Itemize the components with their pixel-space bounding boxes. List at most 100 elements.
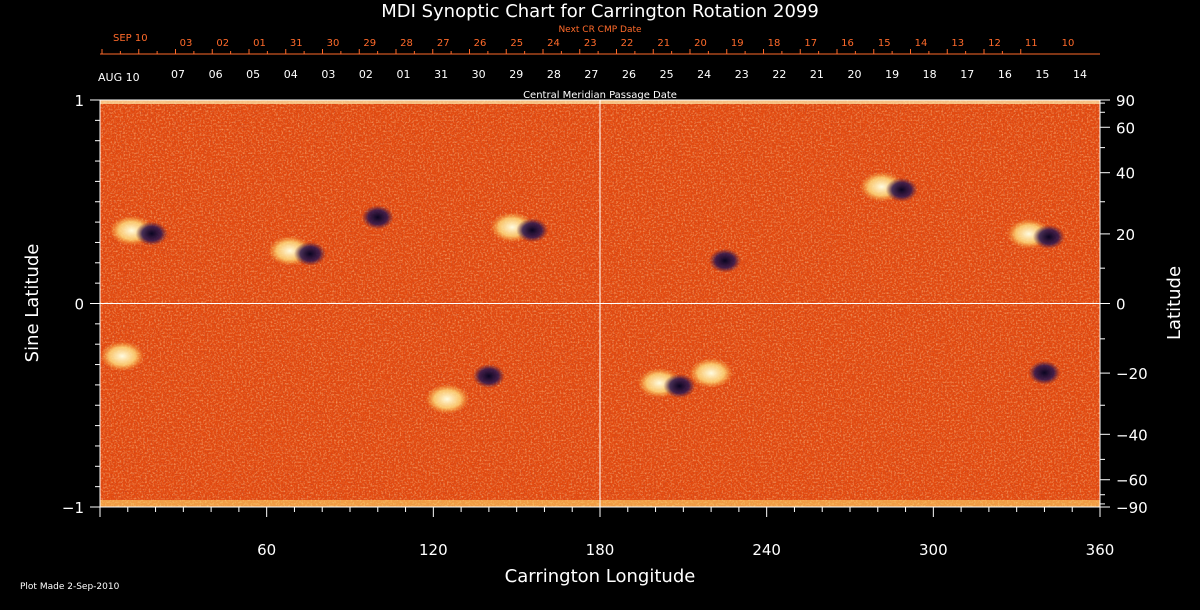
cmp-date-label: 19 bbox=[885, 68, 899, 81]
y-right-tick-label: −60 bbox=[1116, 472, 1148, 490]
x-tick-label: 360 bbox=[1086, 541, 1115, 559]
next-cr-date-label: 13 bbox=[951, 38, 964, 49]
negative-flux-patch bbox=[294, 241, 326, 266]
x-tick-label: 60 bbox=[257, 541, 276, 559]
plot-made-label: Plot Made 2-Sep-2010 bbox=[20, 582, 120, 592]
cmp-date-label: 02 bbox=[359, 68, 373, 81]
next-cr-date-label: 23 bbox=[584, 38, 597, 49]
y-left-tick-label: 1 bbox=[74, 92, 84, 110]
cmp-date-label: 27 bbox=[584, 68, 598, 81]
cmp-date-label: 04 bbox=[284, 68, 298, 81]
positive-flux-patch bbox=[100, 341, 145, 372]
y-right-tick-label: −20 bbox=[1116, 365, 1148, 383]
cmp-date-label: 03 bbox=[321, 68, 335, 81]
y-axis-right-title: Latitude bbox=[1164, 266, 1185, 340]
next-cr-date-label: 11 bbox=[1025, 38, 1038, 49]
active-region bbox=[268, 235, 326, 266]
cmp-date-label: 05 bbox=[246, 68, 260, 81]
cmp-date-label: 07 bbox=[171, 68, 185, 81]
positive-flux-patch bbox=[689, 358, 734, 389]
next-cr-date-label: 15 bbox=[878, 38, 891, 49]
next-cr-date-label: 21 bbox=[657, 38, 670, 49]
next-cr-date-label: 20 bbox=[694, 38, 707, 49]
next-cr-start-label: SEP 10 bbox=[113, 33, 148, 44]
cmp-date-label: 24 bbox=[697, 68, 711, 81]
y-axis-left: 1 0 −1 bbox=[62, 92, 100, 517]
negative-flux-patch bbox=[1028, 360, 1061, 385]
cmp-date-label: 29 bbox=[509, 68, 523, 81]
next-cr-date-label: 18 bbox=[768, 38, 781, 49]
cmp-date-label: 28 bbox=[547, 68, 561, 81]
next-cr-date-label: 28 bbox=[400, 38, 413, 49]
active-region bbox=[859, 171, 918, 202]
next-cr-date-label: 10 bbox=[1062, 38, 1075, 49]
active-region bbox=[1006, 218, 1065, 249]
cmp-start-label: AUG 10 bbox=[98, 71, 140, 84]
x-tick-label: 120 bbox=[419, 541, 448, 559]
x-tick-label: 300 bbox=[919, 541, 948, 559]
cmp-date-axis: 07 06 05 04 03 02 01 31 30 29 28 27 26 25 24 23 22 21 20 19… bbox=[171, 68, 1087, 81]
negative-flux-patch bbox=[472, 364, 505, 389]
y-right-tick-label: 60 bbox=[1116, 119, 1135, 137]
active-regions bbox=[100, 171, 1065, 415]
x-axis: 60 120 180 240 300 360 bbox=[99, 507, 1115, 559]
next-cr-date-label: 25 bbox=[510, 38, 523, 49]
next-cr-date-label: 29 bbox=[363, 38, 376, 49]
next-cr-date-label: 12 bbox=[988, 38, 1001, 49]
cmp-date-label: 15 bbox=[1035, 68, 1049, 81]
next-cr-date-label: 31 bbox=[290, 38, 303, 49]
negative-flux-patch bbox=[361, 205, 394, 230]
cmp-date-label: 18 bbox=[923, 68, 937, 81]
next-cr-date-label: 27 bbox=[437, 38, 450, 49]
cmp-date-label: 14 bbox=[1073, 68, 1087, 81]
positive-flux-patch bbox=[425, 384, 470, 415]
next-cr-caption: Next CR CMP Date bbox=[558, 25, 642, 35]
y-axis-left-title: Sine Latitude bbox=[22, 244, 43, 363]
y-right-tick-label: 90 bbox=[1116, 92, 1135, 110]
negative-flux-patch bbox=[1032, 224, 1065, 249]
next-cr-date-label: 17 bbox=[804, 38, 817, 49]
cmp-date-label: 20 bbox=[848, 68, 862, 81]
active-region bbox=[361, 205, 394, 230]
next-cr-date-axis: 03 02 01 31 30 29 28 27 26 25 24 23 22 21 20 19 18 17 16 15… bbox=[101, 38, 1075, 54]
active-region bbox=[1028, 360, 1061, 385]
active-region bbox=[689, 358, 734, 389]
negative-flux-patch bbox=[885, 177, 918, 202]
active-region bbox=[490, 212, 549, 243]
active-region bbox=[637, 368, 696, 399]
cmp-axis-caption: Central Meridian Passage Date bbox=[523, 90, 677, 101]
next-cr-date-label: 14 bbox=[915, 38, 928, 49]
next-cr-date-label: 02 bbox=[216, 38, 229, 49]
next-cr-date-label: 30 bbox=[327, 38, 340, 49]
cmp-date-label: 26 bbox=[622, 68, 636, 81]
cmp-date-label: 16 bbox=[998, 68, 1012, 81]
x-tick-label: 180 bbox=[586, 541, 615, 559]
chart-title: MDI Synoptic Chart for Carrington Rotati… bbox=[381, 1, 819, 22]
next-cr-date-label: 01 bbox=[253, 38, 266, 49]
x-tick-label: 240 bbox=[752, 541, 781, 559]
active-region bbox=[425, 384, 470, 415]
next-cr-date-label: 19 bbox=[731, 38, 744, 49]
next-cr-date-label: 03 bbox=[180, 38, 193, 49]
negative-flux-patch bbox=[709, 248, 741, 273]
active-region bbox=[100, 341, 145, 372]
active-region bbox=[709, 248, 741, 273]
negative-flux-patch bbox=[135, 221, 168, 246]
cmp-date-label: 22 bbox=[772, 68, 786, 81]
x-axis-title: Carrington Longitude bbox=[505, 566, 696, 587]
cmp-date-label: 23 bbox=[735, 68, 749, 81]
cmp-date-label: 21 bbox=[810, 68, 824, 81]
cmp-date-label: 06 bbox=[209, 68, 223, 81]
next-cr-date-label: 16 bbox=[841, 38, 854, 49]
y-axis-right: 90 60 40 20 0 −20 −40 −60 −90 bbox=[1100, 92, 1148, 517]
y-right-tick-label: 40 bbox=[1116, 165, 1135, 183]
cmp-date-label: 30 bbox=[472, 68, 486, 81]
next-cr-date-label: 22 bbox=[621, 38, 634, 49]
next-cr-date-label: 26 bbox=[474, 38, 487, 49]
cmp-date-label: 31 bbox=[434, 68, 448, 81]
y-left-tick-label: −1 bbox=[62, 499, 84, 517]
cmp-date-label: 17 bbox=[960, 68, 974, 81]
y-right-tick-label: 0 bbox=[1116, 296, 1126, 314]
cmp-date-label: 01 bbox=[397, 68, 411, 81]
y-right-tick-label: −40 bbox=[1116, 426, 1148, 444]
